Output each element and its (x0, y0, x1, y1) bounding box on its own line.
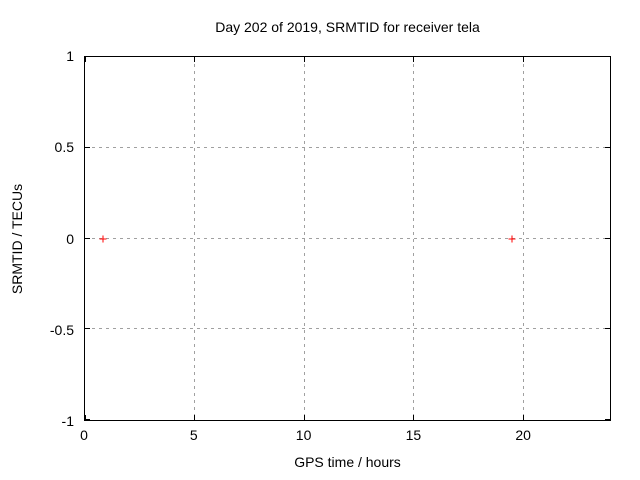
x-tick-mark (413, 415, 415, 420)
gridline-horizontal (85, 146, 610, 148)
x-tick-mark-mirror (194, 57, 196, 62)
x-tick-label: 15 (405, 427, 422, 443)
data-point-marker (508, 235, 516, 242)
gridline-vertical (413, 57, 415, 420)
x-tick-mark-mirror (413, 57, 415, 62)
y-tick-label: 1 (66, 48, 74, 64)
x-tick-label: 5 (189, 427, 198, 443)
gridline-horizontal (85, 328, 610, 330)
y-tick-label: -0.5 (49, 321, 74, 338)
y-tick-label: 0.5 (54, 139, 74, 156)
x-tick-label: 10 (295, 427, 312, 443)
y-tick-mark (85, 146, 90, 148)
x-tick-mark (522, 415, 524, 420)
y-tick-mark (85, 237, 90, 239)
x-tick-mark (303, 415, 305, 420)
chart-title: Day 202 of 2019, SRMTID for receiver tel… (215, 19, 480, 35)
x-tick-mark (85, 415, 86, 420)
gridline-vertical (522, 57, 524, 420)
x-tick-mark-mirror (85, 57, 86, 62)
y-tick-label: -1 (61, 413, 74, 429)
x-tick-mark-mirror (522, 57, 524, 62)
y-tick-label: 0 (66, 230, 74, 247)
gridline-vertical (303, 57, 305, 420)
y-tick-mark-mirror (605, 56, 610, 57)
x-tick-label: 20 (515, 427, 531, 443)
y-tick-mark (85, 56, 90, 57)
plot-area (84, 56, 611, 421)
x-tick-mark-mirror (303, 57, 305, 62)
y-tick-mark-mirror (605, 419, 610, 420)
y-tick-mark-mirror (605, 328, 610, 330)
gridline-vertical (194, 57, 196, 420)
x-tick-mark (194, 415, 196, 420)
y-tick-mark-mirror (605, 146, 610, 148)
x-tick-label: 0 (80, 427, 88, 443)
y-tick-mark-mirror (605, 237, 610, 239)
gridline-horizontal (85, 237, 610, 239)
data-point-marker (99, 235, 106, 242)
y-tick-mark (85, 419, 90, 420)
y-tick-mark (85, 328, 90, 330)
x-axis-label: GPS time / hours (294, 454, 401, 470)
